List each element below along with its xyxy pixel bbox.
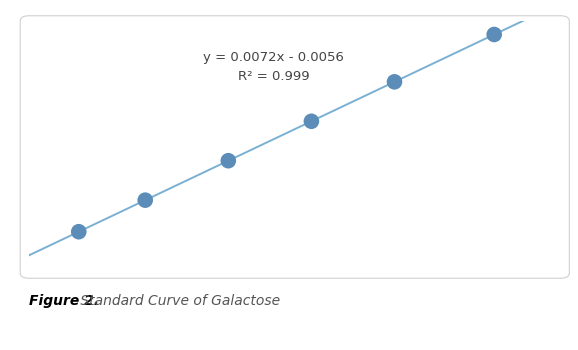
Point — [390, 79, 399, 85]
Point — [307, 118, 316, 124]
Text: Figure 2.: Figure 2. — [29, 294, 99, 308]
Point — [224, 158, 233, 163]
Point — [490, 32, 499, 37]
Text: y = 0.0072x - 0.0056
R² = 0.999: y = 0.0072x - 0.0056 R² = 0.999 — [203, 51, 344, 83]
Point — [74, 229, 83, 234]
Text: Standard Curve of Galactose: Standard Curve of Galactose — [76, 294, 280, 308]
Point — [140, 197, 150, 203]
